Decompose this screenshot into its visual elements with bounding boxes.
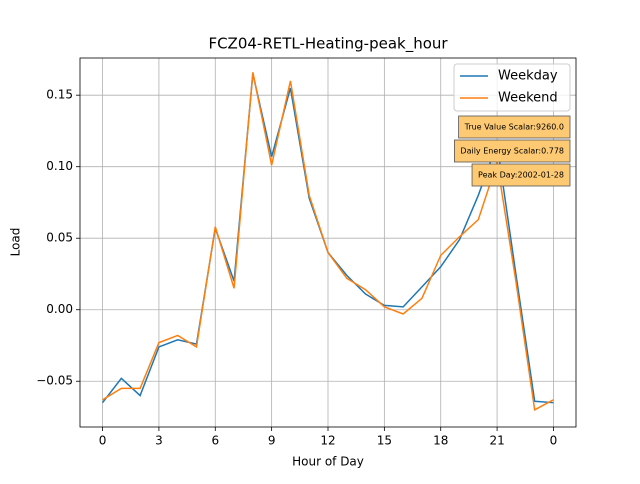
annotation: Peak Day:2002-01-28 bbox=[478, 171, 564, 180]
y-axis-label: Load bbox=[9, 228, 23, 257]
x-axis-label: Hour of Day bbox=[292, 455, 364, 469]
x-tick-label: 21 bbox=[489, 434, 504, 448]
data-line bbox=[102, 72, 554, 412]
legend-label: Weekday bbox=[498, 69, 558, 84]
x-tick-label: 18 bbox=[433, 434, 448, 448]
y-tick-label: 0.15 bbox=[46, 88, 73, 102]
y-tick-label: −0.05 bbox=[36, 374, 73, 388]
y-tick-label: 0.00 bbox=[46, 302, 73, 316]
annotation-box bbox=[454, 139, 571, 163]
x-tick-label: 0 bbox=[99, 434, 107, 448]
x-tick-label: 12 bbox=[320, 434, 335, 448]
x-tick-label: 6 bbox=[211, 434, 219, 448]
x-tick-label: 0 bbox=[550, 434, 558, 448]
annotation: Daily Energy Scalar:0.778 bbox=[460, 147, 564, 156]
chart-title: FCZ04-RETL-Heating-peak_hour bbox=[208, 35, 448, 54]
x-tick-label: 3 bbox=[155, 434, 163, 448]
y-tick-label: 0.05 bbox=[46, 231, 73, 245]
legend-label: Weekend bbox=[498, 91, 558, 106]
plot-frame bbox=[79, 57, 577, 428]
y-tick-label: 0.10 bbox=[46, 159, 73, 173]
x-tick-label: 9 bbox=[268, 434, 276, 448]
annotation-box bbox=[458, 115, 571, 139]
annotation: True Value Scalar:9260.0 bbox=[464, 123, 564, 132]
x-tick-label: 15 bbox=[377, 434, 392, 448]
annotation-box bbox=[471, 163, 571, 187]
